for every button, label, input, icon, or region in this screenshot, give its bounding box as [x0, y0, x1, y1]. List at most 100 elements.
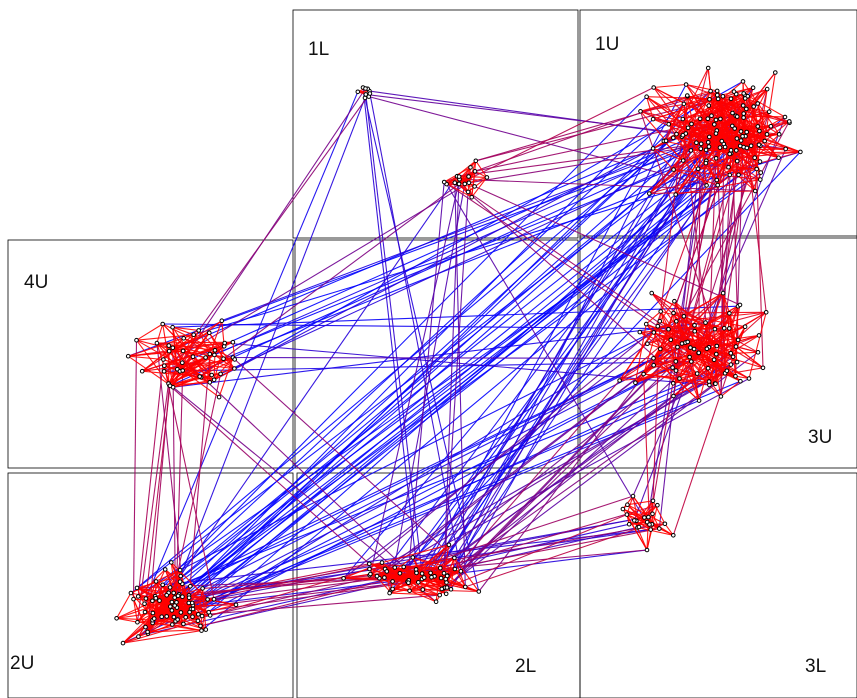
graph-node	[410, 555, 416, 560]
graph-node	[718, 116, 723, 122]
graph-node	[715, 96, 721, 102]
graph-edge	[116, 592, 132, 619]
graph-node	[798, 149, 803, 155]
graph-node	[468, 165, 473, 170]
graph-edge	[421, 544, 450, 574]
graph-node	[734, 148, 739, 153]
graph-edge	[744, 98, 766, 142]
graph-node	[651, 330, 657, 335]
graph-node	[713, 131, 719, 136]
graph-node	[657, 526, 662, 531]
graph-edge	[164, 362, 183, 367]
graph-node	[733, 373, 738, 379]
graph-node	[714, 177, 720, 183]
graph-edge	[730, 125, 733, 151]
region-frame	[292, 9, 579, 239]
graph-node	[754, 166, 760, 172]
graph-node	[161, 357, 166, 362]
graph-edge	[743, 111, 770, 148]
graph-node	[663, 138, 669, 144]
graph-node	[691, 346, 697, 352]
graph-edge	[443, 181, 659, 327]
graph-node	[756, 142, 762, 148]
graph-edge	[232, 356, 654, 359]
graph-edge	[475, 160, 488, 178]
graph-node	[766, 109, 772, 114]
graph-edge	[736, 148, 786, 151]
graph-edge	[392, 571, 417, 582]
graph-edge	[672, 356, 734, 536]
graph-node	[734, 114, 740, 119]
graph-node	[222, 340, 227, 346]
graph-edge	[422, 544, 450, 590]
graph-edge	[649, 151, 801, 195]
graph-node	[626, 521, 632, 527]
graph-node	[681, 314, 687, 319]
graph-node	[209, 372, 214, 378]
graph-edge	[688, 127, 717, 132]
graph-edge	[234, 358, 455, 559]
graph-edge	[172, 332, 210, 349]
graph-node	[707, 134, 712, 140]
graph-node	[114, 616, 119, 621]
graph-node	[750, 85, 756, 90]
graph-edge	[188, 353, 211, 598]
graph-node	[230, 339, 236, 345]
graph-edge	[748, 312, 767, 379]
graph-node	[727, 172, 733, 178]
graph-node	[738, 378, 743, 384]
graph-edge	[138, 623, 173, 638]
graph-node	[741, 115, 746, 120]
graph-node	[476, 589, 482, 594]
graph-node	[751, 104, 757, 109]
graph-edge	[457, 140, 722, 177]
graph-node	[655, 323, 661, 329]
graph-node	[742, 96, 748, 101]
graph-node	[198, 623, 203, 629]
graph-edge	[626, 513, 653, 516]
graph-edge	[392, 588, 440, 596]
graph-edge	[709, 136, 737, 140]
graph-edge	[626, 495, 634, 515]
graph-edge	[664, 523, 674, 536]
graph-node	[705, 365, 711, 371]
graph-node	[191, 332, 196, 338]
graph-edge	[198, 330, 211, 355]
graph-edge	[182, 350, 215, 381]
graph-node	[180, 368, 185, 373]
graph-node	[650, 116, 656, 122]
graph-edge	[652, 500, 666, 525]
graph-edge	[200, 358, 224, 378]
graph-edge	[403, 566, 423, 580]
graph-edge	[460, 343, 683, 572]
graph-edge	[643, 326, 659, 375]
graph-nodes	[114, 65, 803, 646]
graph-edge	[169, 373, 222, 607]
graph-node	[633, 380, 638, 386]
graph-edge	[136, 575, 181, 589]
graph-node	[670, 381, 676, 386]
graph-node	[452, 566, 458, 572]
graph-node	[764, 132, 770, 137]
graph-node	[452, 180, 458, 185]
graph-node	[207, 351, 213, 357]
graph-node	[715, 182, 721, 188]
graph-node	[169, 608, 175, 613]
graph-edge	[171, 563, 370, 603]
graph-node	[443, 591, 449, 597]
graph-node	[698, 141, 704, 147]
graph-node	[421, 575, 427, 580]
graph-node	[671, 167, 676, 172]
graph-node	[713, 381, 718, 387]
graph-node	[341, 576, 346, 581]
graph-edge	[475, 90, 718, 162]
graph-edge	[640, 90, 711, 112]
graph-edge	[343, 562, 383, 579]
graph-node	[713, 117, 719, 123]
graph-edge	[645, 323, 677, 362]
graph-node	[651, 356, 656, 361]
graph-node	[671, 135, 676, 141]
graph-edge	[471, 177, 488, 198]
graph-node	[397, 571, 403, 576]
graph-node	[740, 134, 745, 139]
